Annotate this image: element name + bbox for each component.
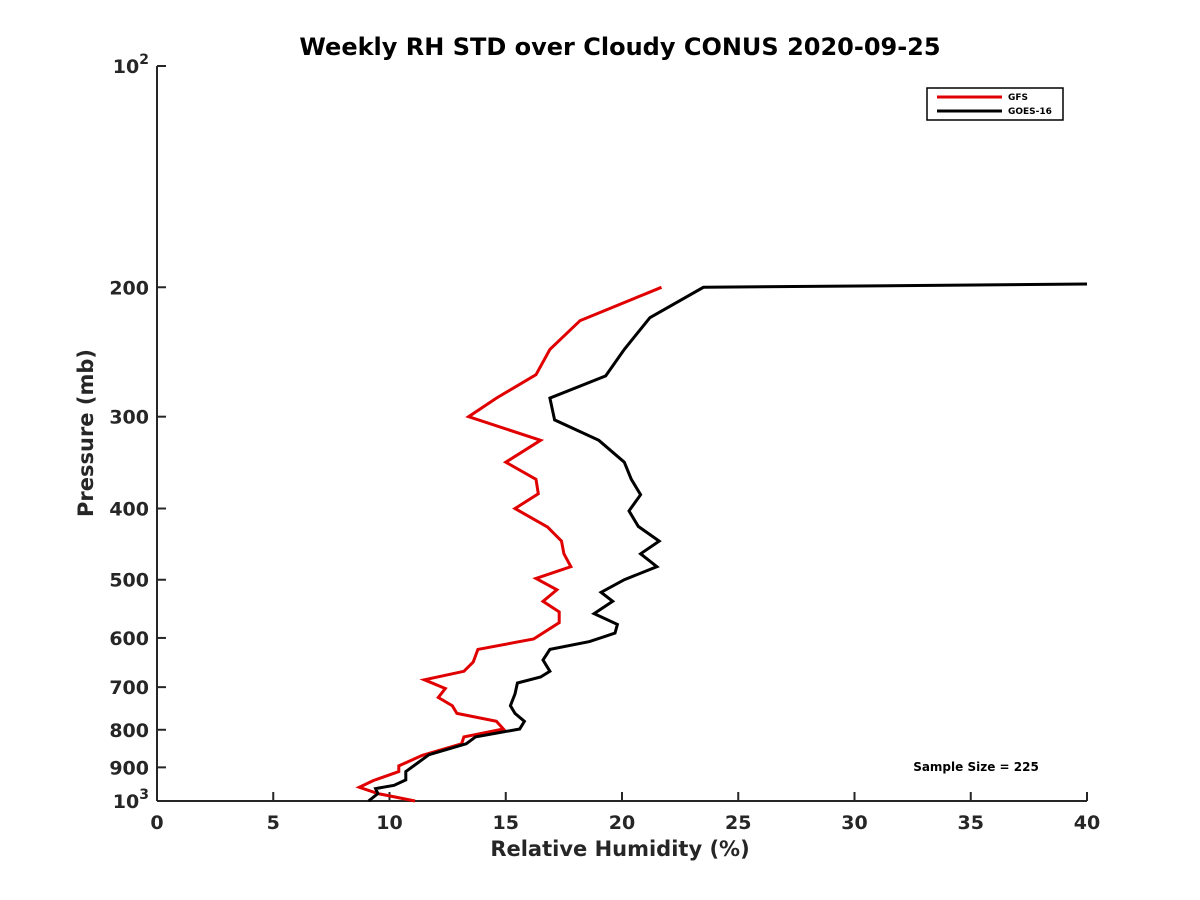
y-axis-label: Pressure (mb) <box>74 349 98 517</box>
series-line-goes-16 <box>367 282 1088 803</box>
x-tick-label: 10 <box>376 812 402 834</box>
y-tick-label: 600 <box>109 628 149 650</box>
x-tick-label: 35 <box>958 812 984 834</box>
series-group <box>355 282 1088 803</box>
x-tick-label: 25 <box>725 812 751 834</box>
y-tick-label: 200 <box>109 277 149 299</box>
y-tick-label: 103 <box>113 787 149 813</box>
x-tick-label: 30 <box>841 812 867 834</box>
sample-size-annotation: Sample Size = 225 <box>913 760 1039 774</box>
chart-title: Weekly RH STD over Cloudy CONUS 2020-09-… <box>299 33 940 61</box>
y-tick-label: 102 <box>113 52 149 78</box>
y-tick-label: 800 <box>109 720 149 742</box>
x-axis-ticks: 0 5 10 15 20 25 30 35 40 <box>150 792 1100 834</box>
x-axis-label: Relative Humidity (%) <box>490 837 749 861</box>
x-tick-label: 0 <box>150 812 163 834</box>
legend-box <box>926 87 1064 121</box>
y-tick-label: 700 <box>109 677 149 699</box>
y-tick-label: 400 <box>109 499 149 521</box>
x-tick-label: 40 <box>1074 812 1100 834</box>
x-tick-label: 5 <box>267 812 280 834</box>
series-line-gfs <box>355 285 663 803</box>
legend-label-goes-16: GOES-16 <box>1008 107 1052 117</box>
x-tick-label: 20 <box>609 812 635 834</box>
y-tick-label: 900 <box>109 757 149 779</box>
plot-area: 0 5 10 15 20 25 30 35 40 102 200 300 400 500 600 700 80… <box>109 52 1100 834</box>
legend-label-gfs: GFS <box>1008 93 1028 103</box>
y-tick-label: 300 <box>109 407 149 429</box>
y-tick-label: 500 <box>109 570 149 592</box>
x-tick-label: 15 <box>493 812 519 834</box>
y-axis-ticks: 102 200 300 400 500 600 700 800 900 103 <box>109 52 166 813</box>
legend: GFS GOES-16 <box>926 87 1064 121</box>
